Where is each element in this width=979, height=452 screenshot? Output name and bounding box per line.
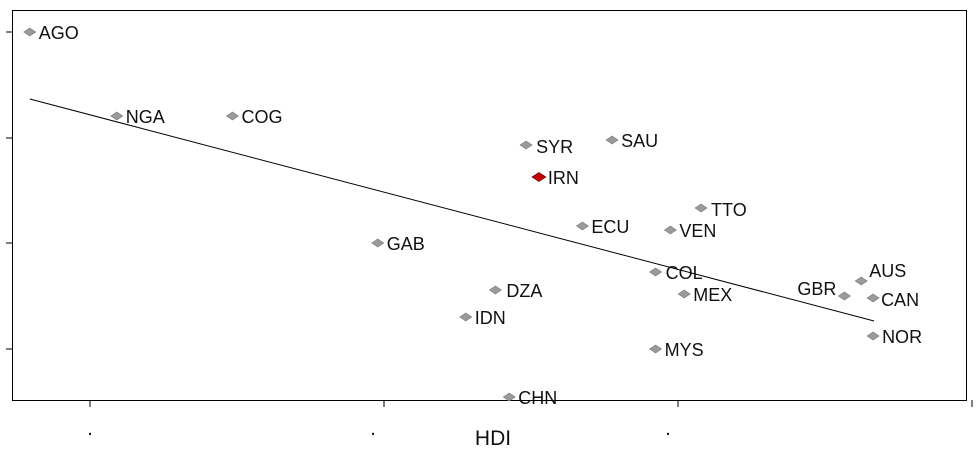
data-point-marker <box>663 225 677 235</box>
data-point-marker <box>694 203 708 213</box>
data-point-label: IRN <box>548 168 579 188</box>
data-point-label: VEN <box>679 221 716 241</box>
fit-line <box>29 98 875 322</box>
data-point-marker <box>866 331 880 341</box>
data-point-marker <box>677 289 691 299</box>
data-point-label: CAN <box>881 290 919 310</box>
x-tick-label: . <box>87 418 93 440</box>
data-point-label: IDN <box>475 308 506 328</box>
data-point-label: MYS <box>665 340 704 360</box>
plot-frame <box>12 10 967 401</box>
data-point-label: GBR <box>797 279 836 299</box>
data-point-marker <box>23 27 37 37</box>
data-point-label: AUS <box>869 261 906 281</box>
data-point-marker <box>225 111 239 121</box>
data-point-marker <box>605 135 619 145</box>
data-point-marker <box>575 221 589 231</box>
data-point-marker <box>488 285 502 295</box>
data-point-marker <box>531 172 547 182</box>
data-point-marker <box>649 344 663 354</box>
data-point-marker <box>854 276 868 286</box>
data-point-label: SAU <box>621 131 658 151</box>
data-point-label: TTO <box>711 200 747 220</box>
data-point-label: DZA <box>506 281 542 301</box>
data-point-label: AGO <box>39 23 79 43</box>
data-point-marker <box>866 293 880 303</box>
data-point-label: CHN <box>518 388 557 408</box>
data-point-label: MEX <box>693 285 732 305</box>
data-point-label: NOR <box>882 327 922 347</box>
data-point-label: NGA <box>126 107 165 127</box>
data-point-label: COG <box>241 107 282 127</box>
x-tick-label: . <box>665 418 671 440</box>
data-point-label: GAB <box>387 234 425 254</box>
data-point-marker <box>519 140 533 150</box>
data-point-marker <box>649 267 663 277</box>
data-point-marker <box>837 291 851 301</box>
x-axis-ticks <box>89 400 973 407</box>
data-points: AGO NGA COG SYR SAU IRN TTO ECU VEN GAB COL AUS DZA G… <box>23 23 922 408</box>
x-axis-title: HDI <box>475 427 511 450</box>
data-point-marker <box>502 392 516 402</box>
data-point-marker <box>110 111 124 121</box>
y-axis-ticks <box>6 31 12 350</box>
x-tick-label: . <box>370 418 376 440</box>
data-point-label: SYR <box>536 137 573 157</box>
data-point-marker <box>459 312 473 322</box>
data-point-label: ECU <box>591 217 629 237</box>
data-point-marker <box>371 238 385 248</box>
x-tick-labels: . . . <box>87 418 671 440</box>
data-point-label: COL <box>666 263 703 283</box>
